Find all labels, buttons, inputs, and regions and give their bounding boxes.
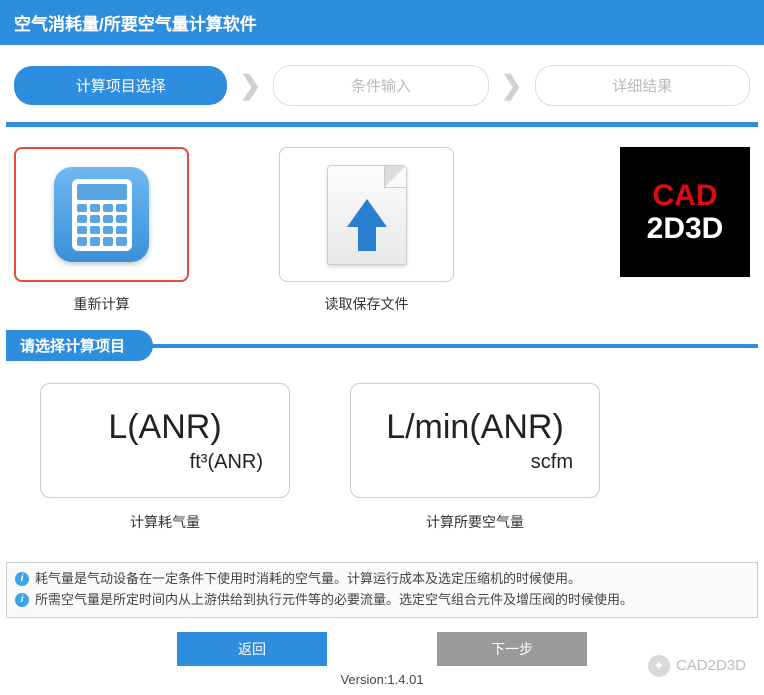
calc-consumption-label: 计算耗气量	[130, 512, 200, 532]
calc-required-option[interactable]: L/min(ANR) scfm	[350, 383, 600, 498]
load-file-label: 读取保存文件	[325, 294, 409, 314]
file-upload-icon	[327, 165, 407, 265]
back-button[interactable]: 返回	[177, 632, 327, 666]
chevron-right-icon: ❯	[235, 70, 265, 101]
app-title: 空气消耗量/所要空气量计算软件	[0, 0, 764, 45]
info-text-1: 耗气量是气动设备在一定条件下使用时消耗的空气量。计算运行成本及选定压缩机的时候使…	[35, 569, 581, 590]
calc-required-label: 计算所要空气量	[426, 512, 524, 532]
logo-line2: 2D3D	[647, 212, 724, 245]
load-file-card[interactable]	[279, 147, 454, 282]
section-header: 请选择计算项目	[6, 330, 758, 361]
calculator-icon	[54, 167, 149, 262]
option-sub-unit: ft³(ANR)	[190, 451, 263, 474]
steps-bar: 计算项目选择 ❯ 条件输入 ❯ 详细结果	[0, 45, 764, 122]
next-button[interactable]: 下一步	[437, 632, 587, 666]
info-icon: i	[15, 572, 29, 586]
chevron-right-icon: ❯	[497, 70, 527, 101]
step-input: 条件输入	[273, 65, 488, 106]
step-result: 详细结果	[535, 65, 750, 106]
recalculate-card[interactable]	[14, 147, 189, 282]
info-icon: i	[15, 593, 29, 607]
section-title: 请选择计算项目	[6, 330, 153, 361]
option-sub-unit: scfm	[531, 451, 573, 474]
info-panel: i 耗气量是气动设备在一定条件下使用时消耗的空气量。计算运行成本及选定压缩机的时…	[6, 562, 758, 618]
calc-consumption-option[interactable]: L(ANR) ft³(ANR)	[40, 383, 290, 498]
info-text-2: 所需空气量是所定时间内从上游供给到执行元件等的必要流量。选定空气组合元件及增压阀…	[35, 590, 633, 611]
step-select[interactable]: 计算项目选择	[14, 66, 227, 105]
logo-line1: CAD	[653, 179, 718, 212]
option-main-unit: L(ANR)	[108, 408, 221, 447]
version-label: Version:1.4.01	[0, 672, 764, 695]
option-main-unit: L/min(ANR)	[386, 408, 564, 447]
brand-logo: CAD 2D3D	[620, 147, 750, 277]
recalculate-label: 重新计算	[74, 294, 130, 314]
